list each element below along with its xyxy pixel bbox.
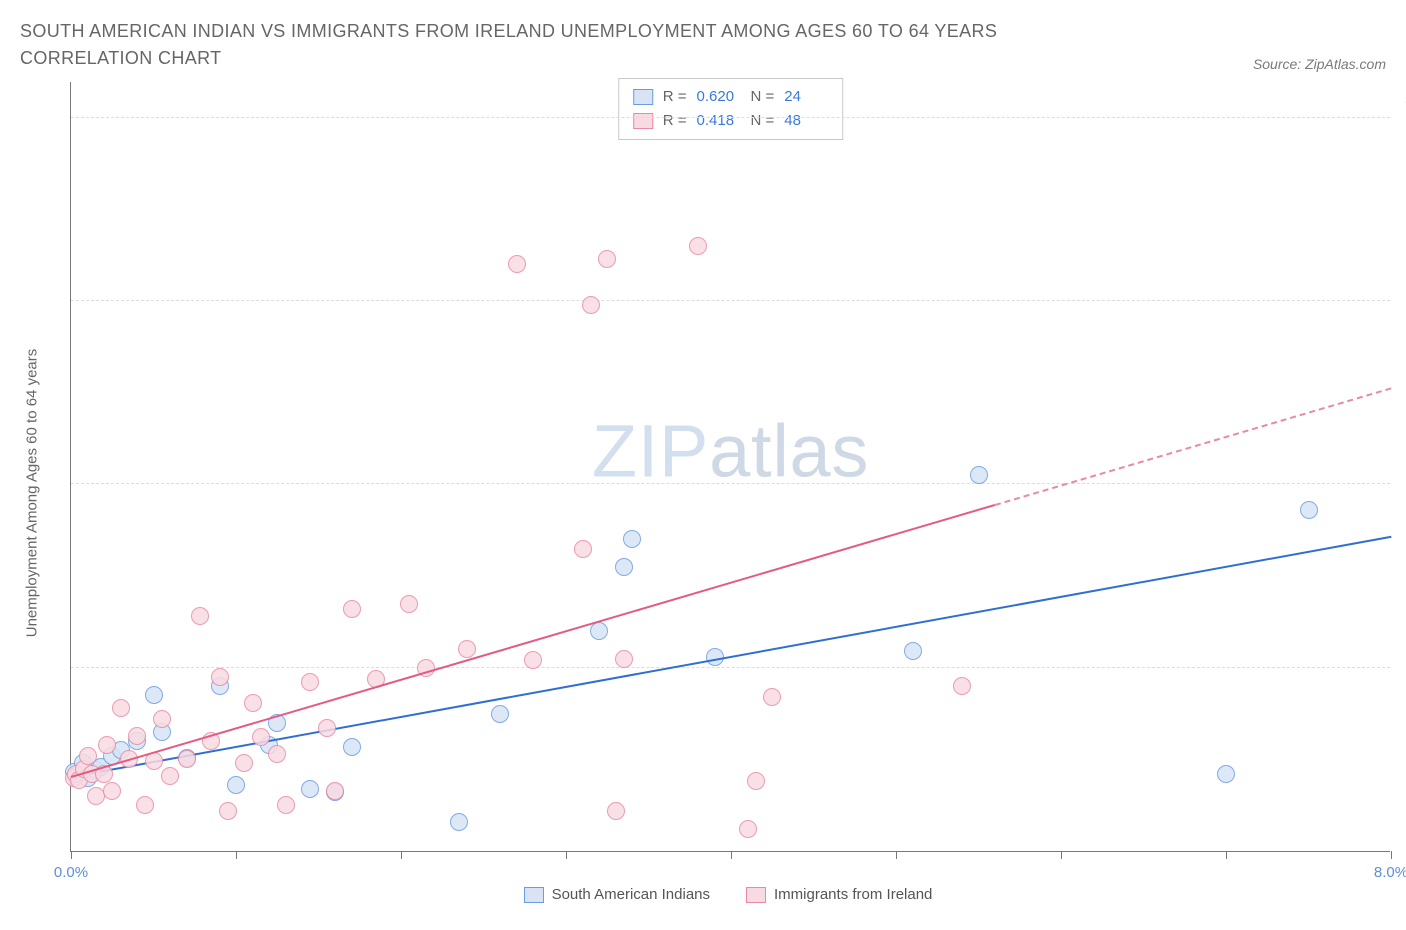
data-point-sai — [491, 705, 509, 723]
swatch-sai — [524, 887, 544, 903]
data-point-sai — [301, 780, 319, 798]
x-tick — [896, 851, 897, 859]
r-label: R = — [663, 109, 687, 133]
data-point-ire — [79, 747, 97, 765]
data-point-ire — [161, 767, 179, 785]
n-value-sai: 24 — [784, 85, 828, 109]
data-point-sai — [1300, 501, 1318, 519]
data-point-ire — [607, 802, 625, 820]
n-label: N = — [751, 85, 775, 109]
data-point-sai — [343, 738, 361, 756]
data-point-ire — [343, 600, 361, 618]
data-point-ire — [582, 296, 600, 314]
data-point-ire — [689, 237, 707, 255]
gridline — [71, 117, 1390, 118]
trend-line-sai — [71, 536, 1391, 778]
x-tick — [1391, 851, 1392, 859]
x-tick — [566, 851, 567, 859]
stats-row-sai: R = 0.620 N = 24 — [633, 85, 829, 109]
x-tick — [401, 851, 402, 859]
n-value-ire: 48 — [784, 109, 828, 133]
r-value-ire: 0.418 — [697, 109, 741, 133]
data-point-ire — [524, 651, 542, 669]
data-point-ire — [235, 754, 253, 772]
r-label: R = — [663, 85, 687, 109]
y-tick-label: 40.0% — [1394, 92, 1406, 109]
stats-row-ire: R = 0.418 N = 48 — [633, 109, 829, 133]
swatch-ire — [633, 113, 653, 129]
y-tick-label: 30.0% — [1394, 276, 1406, 293]
legend-item-ire: Immigrants from Ireland — [746, 886, 932, 903]
data-point-ire — [153, 710, 171, 728]
data-point-ire — [136, 796, 154, 814]
data-point-sai — [145, 686, 163, 704]
data-point-ire — [953, 677, 971, 695]
data-point-ire — [191, 607, 209, 625]
data-point-ire — [400, 595, 418, 613]
swatch-sai — [633, 89, 653, 105]
data-point-ire — [747, 772, 765, 790]
gridline — [71, 483, 1390, 484]
data-point-ire — [458, 640, 476, 658]
data-point-sai — [227, 776, 245, 794]
data-point-sai — [904, 642, 922, 660]
data-point-ire — [128, 727, 146, 745]
r-value-sai: 0.620 — [697, 85, 741, 109]
scatter-plot-area: ZIPatlas R = 0.620 N = 24 R = 0.418 N = … — [70, 82, 1390, 852]
data-point-sai — [590, 622, 608, 640]
data-point-sai — [970, 466, 988, 484]
data-point-sai — [450, 813, 468, 831]
data-point-ire — [763, 688, 781, 706]
legend-label-sai: South American Indians — [552, 886, 710, 903]
data-point-ire — [87, 787, 105, 805]
data-point-ire — [103, 782, 121, 800]
data-point-ire — [574, 540, 592, 558]
data-point-ire — [252, 728, 270, 746]
data-point-ire — [268, 745, 286, 763]
data-point-ire — [112, 699, 130, 717]
data-point-ire — [739, 820, 757, 838]
source-attribution: Source: ZipAtlas.com — [1253, 56, 1386, 72]
data-point-ire — [98, 736, 116, 754]
data-point-ire — [219, 802, 237, 820]
data-point-ire — [598, 250, 616, 268]
swatch-ire — [746, 887, 766, 903]
y-axis-label: Unemployment Among Ages 60 to 64 years — [24, 348, 41, 637]
n-label: N = — [751, 109, 775, 133]
data-point-ire — [615, 650, 633, 668]
data-point-ire — [318, 719, 336, 737]
y-tick-label: 20.0% — [1394, 459, 1406, 476]
legend-item-sai: South American Indians — [524, 886, 710, 903]
data-point-ire — [178, 750, 196, 768]
data-point-sai — [1217, 765, 1235, 783]
x-tick-label: 8.0% — [1374, 864, 1406, 881]
gridline — [71, 300, 1390, 301]
gridline — [71, 667, 1390, 668]
y-tick-label: 10.0% — [1394, 642, 1406, 659]
chart-title: SOUTH AMERICAN INDIAN VS IMMIGRANTS FROM… — [20, 18, 1120, 72]
legend: South American Indians Immigrants from I… — [70, 886, 1386, 903]
x-tick — [731, 851, 732, 859]
correlation-stats-box: R = 0.620 N = 24 R = 0.418 N = 48 — [618, 78, 844, 140]
data-point-ire — [244, 694, 262, 712]
data-point-ire — [326, 782, 344, 800]
data-point-ire — [277, 796, 295, 814]
x-tick-label: 0.0% — [54, 864, 88, 881]
trend-line-ire — [995, 387, 1392, 506]
x-tick — [71, 851, 72, 859]
x-tick — [1061, 851, 1062, 859]
trend-line-ire — [71, 504, 996, 778]
data-point-sai — [615, 558, 633, 576]
data-point-sai — [623, 530, 641, 548]
x-tick — [236, 851, 237, 859]
legend-label-ire: Immigrants from Ireland — [774, 886, 932, 903]
data-point-ire — [301, 673, 319, 691]
x-tick — [1226, 851, 1227, 859]
watermark: ZIPatlas — [592, 409, 869, 494]
data-point-ire — [211, 668, 229, 686]
data-point-ire — [508, 255, 526, 273]
